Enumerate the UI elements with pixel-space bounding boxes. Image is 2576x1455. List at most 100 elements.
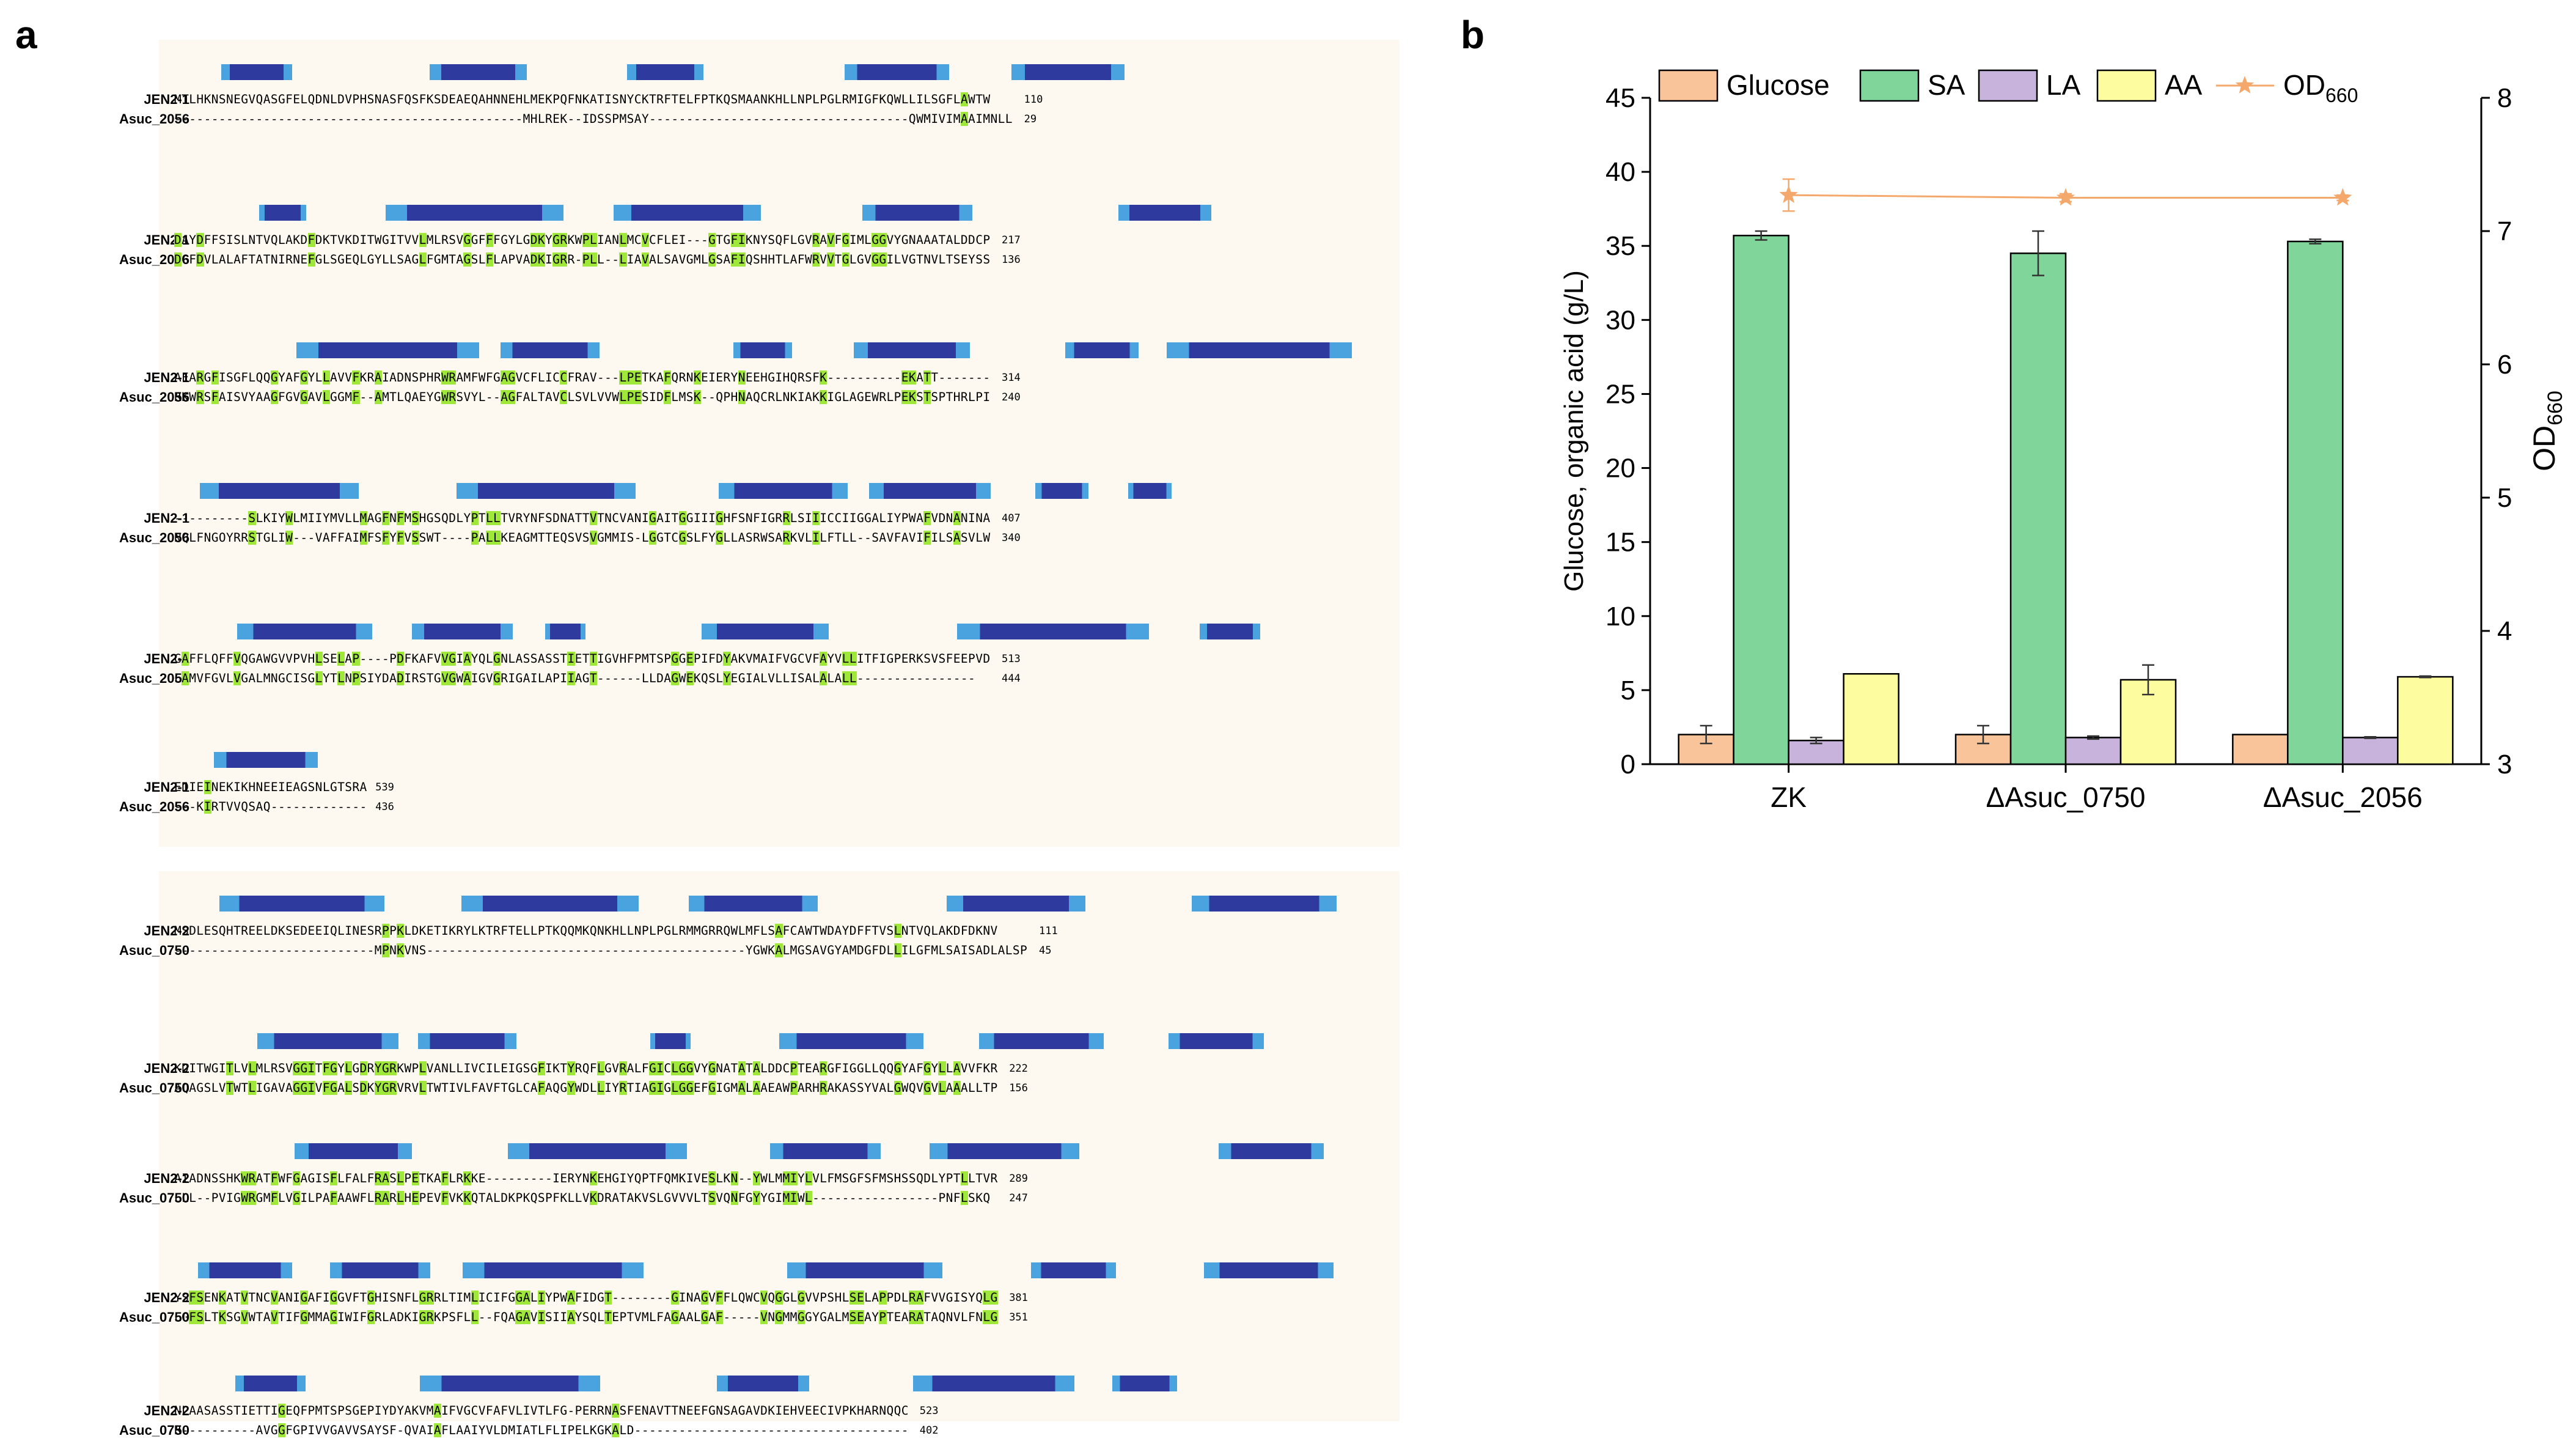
- sequence-name: Asuc_2056: [119, 799, 189, 814]
- secondary-structure-bar: [235, 1376, 306, 1391]
- alignment-block: JEN2-2 Asuc_0750 YSFSENKATVTNCVANIGAFIGGVF…: [119, 1262, 1400, 1342]
- legend-swatch-sa: [1859, 69, 1920, 102]
- x-tick-label: ΔAsuc_2056: [2263, 781, 2423, 813]
- od-point-star: [2333, 188, 2352, 206]
- secondary-structure-bar: [733, 342, 792, 358]
- residue-count: 289: [1009, 1173, 1028, 1185]
- sequence-line: ----------------------------------------…: [174, 112, 1013, 126]
- secondary-structure-bar: [412, 624, 513, 639]
- y2-tick-label: 3: [2497, 750, 2512, 779]
- bar-la: [2342, 737, 2399, 765]
- bar-glucose: [2232, 734, 2289, 765]
- sequence-line: AIADNSSHKWRATFWFGAGISFLFALFRASLPETKAFLRK…: [174, 1171, 998, 1185]
- secondary-structure-bar: [1167, 342, 1352, 358]
- sequence-line: DAYDFFSISLNTVQLAKDFDKTVKDITWGITVVLMLRSVG…: [174, 233, 991, 247]
- alignment-block: JEN2-1 Asuc_2056 EDIEINEKIKHNEEIEAGSNLGTSR…: [119, 752, 1400, 831]
- secondary-structure-bar: [1035, 483, 1088, 499]
- secondary-structure-bar: [257, 1033, 398, 1049]
- secondary-structure-bar: [614, 205, 761, 221]
- y2-tick-label: 7: [2497, 216, 2512, 246]
- alignment-block: JEN2-2 Asuc_0750 KDITWGITLVLMLRSVGGITFGYLG…: [119, 1033, 1400, 1113]
- y-tick-label: 40: [1605, 157, 1635, 187]
- residue-count: 45: [1039, 945, 1052, 957]
- secondary-structure-bar: [947, 896, 1085, 912]
- secondary-structure-bar: [869, 483, 991, 499]
- secondary-structure-bar: [717, 1376, 809, 1391]
- y-tick-label: 5: [1621, 676, 1635, 705]
- x-tick-label: ΔAsuc_0750: [1986, 781, 2146, 813]
- sequence-line: LAMVFGVLVGALMNGCISGLYTLNPSIYDADIRSTGVGWA…: [174, 671, 976, 685]
- alignment-block: JEN2-2 Asuc_0750 AIADNSSHKWRATFWFGAGISFLFA…: [119, 1143, 1400, 1223]
- residue-count: 217: [1002, 234, 1021, 246]
- secondary-structure-bar: [913, 1376, 1074, 1391]
- sequence-name: Asuc_2056: [119, 111, 189, 127]
- legend-label-od: OD660: [2283, 69, 2358, 106]
- secondary-structure-bar: [930, 1143, 1079, 1159]
- sequence-name: Asuc_0750: [119, 1190, 189, 1206]
- residue-count: 340: [1002, 532, 1021, 544]
- secondary-structure-bar: [979, 1033, 1104, 1049]
- residue-count: 513: [1002, 653, 1021, 665]
- residue-count: 247: [1009, 1192, 1028, 1204]
- secondary-structure-bar: [330, 1262, 430, 1278]
- legend-swatch-la: [1978, 69, 2038, 102]
- sequence-line: EDIEINEKIKHNEEIEAGSNLGTSRA: [174, 780, 367, 794]
- y2-tick-label: 4: [2497, 616, 2512, 646]
- secondary-structure-bar: [259, 205, 306, 221]
- sequence-name: JEN2-2: [144, 1403, 189, 1418]
- y2-tick-label: 8: [2497, 83, 2512, 113]
- bar-sa: [2287, 240, 2344, 765]
- alignment-block: JEN2-1 Asuc_2056 DAYDFFSISLNTVQLAKDFDKTVKD…: [119, 205, 1400, 284]
- residue-count: 539: [375, 781, 394, 794]
- legend-star-icon: [2235, 76, 2255, 94]
- y-axis-label: Glucose, organic acid (g/L): [1559, 270, 1589, 592]
- secondary-structure-bar: [719, 483, 848, 499]
- sequence-line: LLL--PVIGWRGMFLVGILPAFAAWFLRARLHEPEVFVKK…: [174, 1191, 991, 1205]
- y-tick-label: 30: [1605, 305, 1635, 335]
- legend-label-aa: AA: [2165, 69, 2203, 101]
- secondary-structure-bar: [545, 624, 585, 639]
- bar-sa: [1733, 235, 1789, 765]
- secondary-structure-bar: [198, 1262, 292, 1278]
- panel-label-b: b: [1461, 13, 1485, 57]
- residue-count: 222: [1009, 1063, 1028, 1075]
- secondary-structure-bar: [295, 1143, 412, 1159]
- residue-count: 444: [1002, 672, 1021, 685]
- residue-count: 240: [1002, 391, 1021, 403]
- sequence-name: Asuc_0750: [119, 1080, 189, 1096]
- sequence-name: Asuc_0750: [119, 1423, 189, 1438]
- sequence-line: ----------SLKIYWLMIIYMVLLMAGFNFMSHGSQDLY…: [174, 511, 991, 525]
- legend-label-la: LA: [2046, 69, 2081, 101]
- secondary-structure-bar: [1065, 342, 1139, 358]
- sequence-name: Asuc_0750: [119, 943, 189, 958]
- sequence-line: RKWRSFAISVYAAGFGVGAVLGGMF--AMTLQAEYGWRSV…: [174, 390, 991, 404]
- secondary-structure-bar: [296, 342, 479, 358]
- residue-count: 436: [375, 801, 394, 813]
- y2-axis-label: OD660: [2527, 391, 2567, 471]
- legend-label-glucose: Glucose: [1727, 69, 1830, 101]
- alignment-block: JEN2-1 Asuc_2056 GAFFLQFFVQGAWGVVPVHLSELAP…: [119, 624, 1400, 703]
- y-tick-label: 45: [1605, 83, 1635, 113]
- bar-aa: [2397, 676, 2454, 765]
- sequence-name: JEN2-1: [144, 651, 189, 666]
- secondary-structure-bar: [1031, 1262, 1116, 1278]
- secondary-structure-bar: [770, 1143, 881, 1159]
- residue-count: 314: [1002, 372, 1021, 384]
- secondary-structure-bar: [237, 624, 372, 639]
- sequence-line: NLAASASSTIETTIGEQFPMTSPSGEPIYDYAKVMAIFVG…: [174, 1404, 909, 1418]
- secondary-structure-bar: [1169, 1033, 1264, 1049]
- sequence-line: GAFFLQFFVQGAWGVVPVHLSELAP----PDFKAFVVGIA…: [174, 652, 991, 666]
- sequence-line: ---------------------------MPNKVNS------…: [174, 943, 1028, 957]
- alignment-block: JEN2-2 Asuc_0750 MSDLESQHTREELDKSEDEEIQLIN…: [119, 896, 1400, 975]
- secondary-structure-bar: [957, 624, 1149, 639]
- alignment-block: JEN2-1 Asuc_2056 MTLHKNSNEGVQASGFELQDNLDVP…: [119, 64, 1400, 144]
- residue-count: 523: [919, 1405, 939, 1417]
- sequence-line: DGFDVLALAFTATNIRNEFGLSGEQLGYLLSAGLFGMTAG…: [174, 252, 991, 267]
- residue-count: 381: [1009, 1292, 1028, 1304]
- secondary-structure-bar: [779, 1033, 923, 1049]
- sequence-name: Asuc_0750: [119, 1310, 189, 1325]
- residue-count: 402: [919, 1424, 939, 1437]
- x-tick-label: ZK: [1771, 781, 1807, 813]
- legend-label-sa: SA: [1928, 69, 1965, 101]
- sequence-name: JEN2-1: [144, 779, 189, 795]
